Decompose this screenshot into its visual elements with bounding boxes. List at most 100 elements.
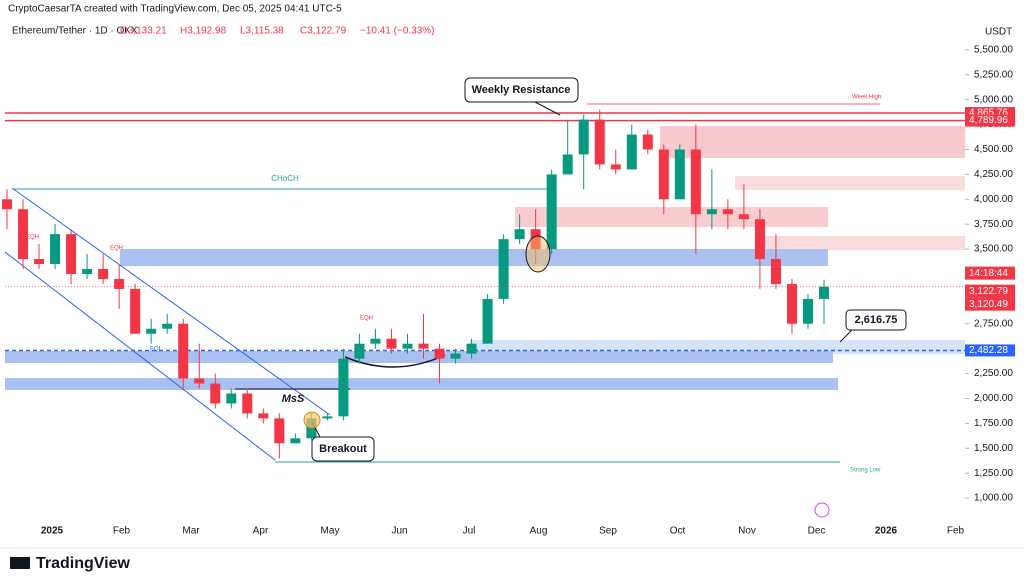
candle-body <box>226 393 237 404</box>
breakout-marker <box>303 411 321 429</box>
ohlc-value: C3,122.79 <box>300 26 347 37</box>
candle-body <box>514 229 525 240</box>
candle-body <box>274 418 285 444</box>
candle-body <box>562 154 573 175</box>
candle-body <box>18 209 29 260</box>
candle-body <box>34 259 45 265</box>
currency: USDT <box>985 27 1012 38</box>
retest-marker <box>525 235 551 273</box>
candle-body <box>690 149 701 215</box>
callout-box <box>464 77 579 103</box>
rounded-base <box>344 354 446 368</box>
candle-body <box>770 259 781 284</box>
candle-body <box>114 278 125 289</box>
candle-body <box>819 286 829 299</box>
callout-pointer <box>839 329 853 343</box>
zone <box>660 126 965 158</box>
x-tick-label: Mar <box>182 526 200 537</box>
zone <box>515 207 828 227</box>
candle-body <box>738 214 749 220</box>
candle-body <box>290 438 301 444</box>
x-tick-label: 2026 <box>875 526 898 537</box>
candle-body <box>354 343 365 359</box>
candle-body <box>98 268 109 279</box>
channel-upper <box>11 187 331 416</box>
ohlc-value: O3,133.21 <box>120 26 167 37</box>
candle-body <box>498 239 509 299</box>
callout-pointer <box>534 101 561 116</box>
y-tick-label: 2,000.00 <box>974 393 1013 404</box>
candle-body <box>178 323 189 379</box>
brand: TradingView <box>36 555 131 572</box>
candle-body <box>706 209 717 215</box>
price-tag: 3,122.79 <box>969 286 1008 297</box>
candle-body <box>594 119 605 165</box>
x-tick-label: Nov <box>738 526 756 537</box>
eqh-label: EQH <box>360 316 373 322</box>
candle-body <box>482 298 493 344</box>
x-tick-label: Feb <box>947 526 965 537</box>
mss-label: MsS <box>282 393 305 405</box>
x-tick-label: 2025 <box>41 526 64 537</box>
week-high-label: Week High <box>852 95 881 101</box>
candle-body <box>434 348 445 359</box>
y-tick-label: 2,750.00 <box>974 318 1013 329</box>
y-tick-label: 5,500.00 <box>974 45 1013 56</box>
x-tick-label: Sep <box>599 526 617 537</box>
eqh-label: EQH <box>26 235 39 241</box>
choch-label: CHoCH <box>271 174 299 183</box>
price-tag: 3,120.49 <box>969 299 1008 310</box>
countdown-bg <box>965 266 1015 280</box>
candle-body <box>626 134 637 170</box>
x-tick-label: Apr <box>253 526 269 537</box>
candle-body <box>82 268 93 274</box>
ohlc-value: L3,115.38 <box>240 26 284 37</box>
ohlc-value: −10.41 (−0.33%) <box>360 26 435 37</box>
candle-body <box>322 416 333 419</box>
x-tick-label: May <box>321 526 340 537</box>
y-tick-label: 2,250.00 <box>974 368 1013 379</box>
candle-body <box>370 338 381 344</box>
flash-icon <box>814 502 830 518</box>
callout-box <box>311 436 375 462</box>
candle-body <box>722 209 733 215</box>
y-tick-label: 1,750.00 <box>974 418 1013 429</box>
candle-body <box>338 358 349 417</box>
zone <box>5 351 833 363</box>
candle-body <box>210 383 221 404</box>
countdown: 14:18:44 <box>969 268 1008 279</box>
callout-text: Weekly Resistance <box>472 84 571 96</box>
candle-body <box>754 219 765 260</box>
candle-body <box>674 149 685 200</box>
zone <box>5 378 838 390</box>
callout-text: Breakout <box>319 443 367 455</box>
y-tick-label: 3,750.00 <box>974 219 1013 230</box>
x-tick-label: Feb <box>113 526 131 537</box>
candle-body <box>162 323 173 329</box>
callout-box <box>845 309 907 331</box>
eqh-label: EQH <box>110 246 123 252</box>
zone <box>120 249 828 266</box>
candle-body <box>2 199 12 210</box>
y-tick-label: 4,000.00 <box>974 194 1013 205</box>
candle-body <box>386 338 397 349</box>
x-tick-label: Oct <box>670 526 686 537</box>
price-tag-bg <box>965 284 1015 298</box>
candle-body <box>610 164 621 170</box>
candle-body <box>546 174 557 250</box>
x-tick-label: Dec <box>808 526 826 537</box>
candle-body <box>786 283 797 324</box>
y-tick-label: 4,500.00 <box>974 144 1013 155</box>
logo-mark <box>10 557 30 569</box>
candle-body <box>450 353 461 359</box>
candle-body <box>258 413 269 419</box>
x-tick-label: Jun <box>391 526 407 537</box>
candle-body <box>242 393 253 414</box>
y-tick-label: 3,500.00 <box>974 244 1013 255</box>
zone <box>765 236 965 250</box>
candle-body <box>146 328 157 334</box>
price-label-bg <box>965 114 1015 127</box>
price-label: 4,789.96 <box>969 115 1008 126</box>
zone <box>735 176 965 190</box>
